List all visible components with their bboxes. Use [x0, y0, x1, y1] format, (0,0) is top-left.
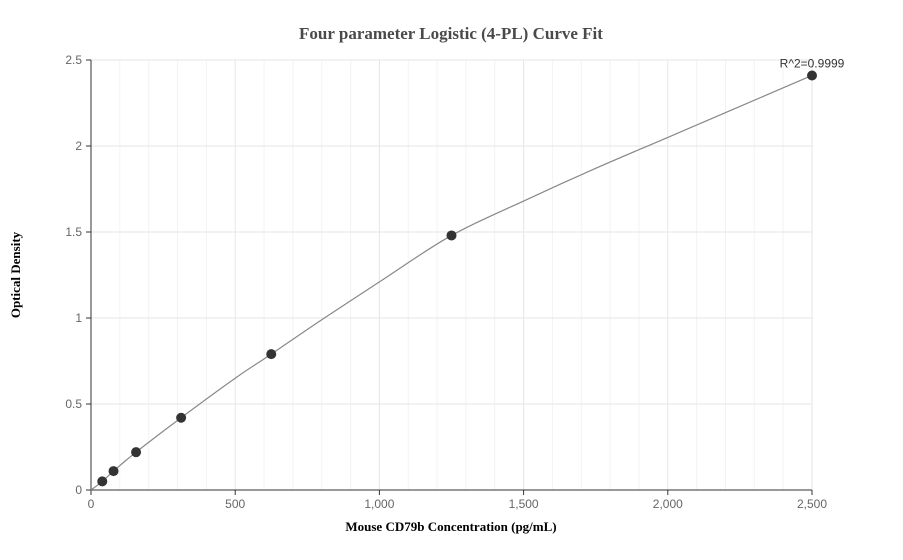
y-axis-ticks: 0 0.5 1 1.5 2 2.5 — [65, 53, 91, 497]
data-point — [176, 412, 187, 423]
y-axis-title: Optical Density — [8, 231, 23, 318]
x-tick-label: 1,500 — [509, 497, 539, 511]
y-tick-label: 2.5 — [65, 53, 82, 67]
x-tick-label: 2,000 — [653, 497, 683, 511]
axes — [90, 60, 812, 491]
x-axis-ticks: 0 500 1,000 1,500 2,000 2,500 — [88, 490, 827, 511]
minor-gridlines — [119, 60, 784, 490]
y-tick-label: 1 — [75, 311, 82, 325]
fit-curve-layer — [90, 74, 813, 491]
y-tick-label: 2 — [75, 139, 82, 153]
data-point — [131, 447, 142, 458]
r-squared-annotation: R^2=0.9999 — [780, 56, 845, 70]
data-point — [108, 466, 119, 477]
x-axis-title: Mouse CD79b Concentration (pg/mL) — [345, 519, 556, 534]
x-tick-label: 1,000 — [364, 497, 394, 511]
data-points-layer — [97, 70, 817, 487]
data-point — [446, 230, 457, 241]
chart-title: Four parameter Logistic (4-PL) Curve Fit — [299, 24, 603, 43]
data-point — [97, 476, 108, 487]
x-tick-label: 2,500 — [797, 497, 827, 511]
y-tick-label: 0.5 — [65, 397, 82, 411]
major-gridlines — [91, 59, 813, 490]
x-tick-label: 0 — [88, 497, 95, 511]
fit-curve-line — [90, 74, 813, 491]
data-point — [807, 70, 817, 81]
x-tick-label: 500 — [225, 497, 245, 511]
y-tick-label: 0 — [75, 483, 82, 497]
data-point — [266, 349, 277, 360]
y-tick-label: 1.5 — [65, 225, 82, 239]
